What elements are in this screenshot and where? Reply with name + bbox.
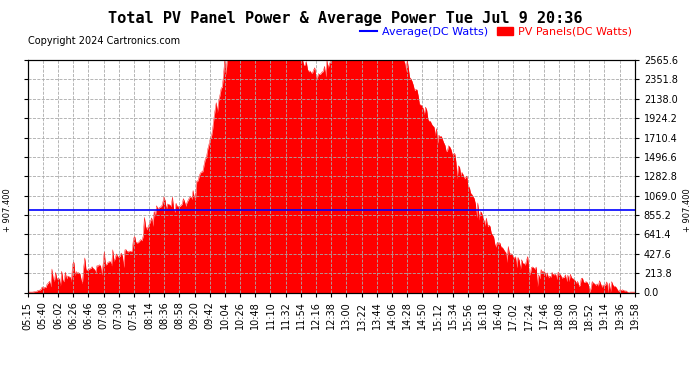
Text: Total PV Panel Power & Average Power Tue Jul 9 20:36: Total PV Panel Power & Average Power Tue… <box>108 11 582 26</box>
Text: + 907.400: + 907.400 <box>683 188 690 232</box>
Legend: Average(DC Watts), PV Panels(DC Watts): Average(DC Watts), PV Panels(DC Watts) <box>356 22 636 41</box>
Text: Copyright 2024 Cartronics.com: Copyright 2024 Cartronics.com <box>28 36 179 46</box>
Text: + 907.400: + 907.400 <box>3 188 12 232</box>
